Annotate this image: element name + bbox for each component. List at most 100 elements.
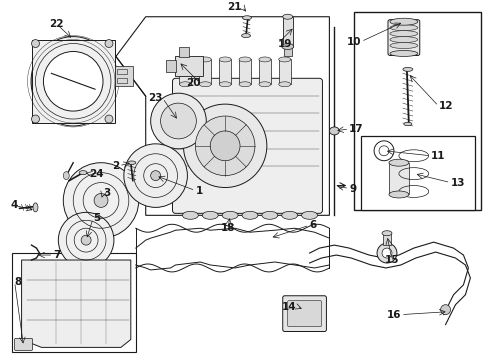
Text: 19: 19 <box>278 39 292 49</box>
Circle shape <box>150 171 161 181</box>
Circle shape <box>44 51 103 111</box>
Circle shape <box>105 40 113 48</box>
Circle shape <box>441 305 450 315</box>
Ellipse shape <box>202 211 218 219</box>
Polygon shape <box>116 17 329 215</box>
Ellipse shape <box>259 82 271 87</box>
Ellipse shape <box>279 57 291 62</box>
Ellipse shape <box>31 37 116 126</box>
Text: 1: 1 <box>196 185 202 195</box>
Circle shape <box>150 93 206 149</box>
Bar <box>239 59 251 84</box>
Text: 18: 18 <box>221 223 235 233</box>
Bar <box>259 59 271 84</box>
Ellipse shape <box>199 57 211 62</box>
Ellipse shape <box>283 14 293 19</box>
Ellipse shape <box>282 44 294 50</box>
Text: 13: 13 <box>450 177 465 188</box>
Text: 10: 10 <box>346 37 361 46</box>
Circle shape <box>374 141 394 161</box>
Text: 11: 11 <box>431 151 445 161</box>
Bar <box>361 136 475 210</box>
Ellipse shape <box>390 50 418 57</box>
Text: 16: 16 <box>387 310 401 320</box>
Text: 8: 8 <box>15 277 22 287</box>
Text: 20: 20 <box>186 78 200 88</box>
Ellipse shape <box>222 211 238 219</box>
Text: 6: 6 <box>310 220 317 230</box>
Ellipse shape <box>390 31 418 37</box>
Text: 14: 14 <box>282 302 296 312</box>
Ellipse shape <box>179 82 192 87</box>
Circle shape <box>58 212 114 268</box>
Ellipse shape <box>389 159 409 166</box>
Circle shape <box>81 235 91 245</box>
Circle shape <box>31 115 40 123</box>
Bar <box>12 253 136 352</box>
FancyBboxPatch shape <box>31 40 115 123</box>
Bar <box>219 59 231 84</box>
Text: 22: 22 <box>49 19 64 29</box>
Circle shape <box>377 243 397 263</box>
Ellipse shape <box>239 57 251 62</box>
Bar <box>115 66 133 86</box>
Ellipse shape <box>279 82 291 87</box>
Ellipse shape <box>243 16 251 20</box>
Ellipse shape <box>179 57 192 62</box>
Circle shape <box>63 163 139 238</box>
Ellipse shape <box>242 33 250 37</box>
Text: 5: 5 <box>93 213 100 223</box>
Ellipse shape <box>329 127 340 135</box>
Circle shape <box>94 193 108 207</box>
Text: 4: 4 <box>11 201 18 210</box>
Ellipse shape <box>302 211 318 219</box>
Ellipse shape <box>390 18 418 25</box>
Text: 12: 12 <box>439 101 453 111</box>
Bar <box>179 46 190 58</box>
Circle shape <box>124 144 187 207</box>
Ellipse shape <box>199 82 211 87</box>
Bar <box>283 17 293 46</box>
Ellipse shape <box>403 67 413 71</box>
Ellipse shape <box>242 211 258 219</box>
Ellipse shape <box>128 161 136 165</box>
Ellipse shape <box>390 42 418 49</box>
Ellipse shape <box>404 122 412 126</box>
Text: 21: 21 <box>227 2 242 12</box>
Circle shape <box>379 146 389 156</box>
FancyBboxPatch shape <box>172 78 322 213</box>
Ellipse shape <box>219 57 231 62</box>
Bar <box>117 69 127 74</box>
Ellipse shape <box>239 82 251 87</box>
Ellipse shape <box>33 203 38 212</box>
Bar <box>383 233 391 245</box>
Ellipse shape <box>390 25 418 31</box>
Bar <box>175 57 203 76</box>
FancyBboxPatch shape <box>388 20 420 55</box>
Text: 9: 9 <box>349 184 356 194</box>
FancyBboxPatch shape <box>15 338 32 350</box>
Text: 7: 7 <box>53 250 61 260</box>
Text: 17: 17 <box>349 124 364 134</box>
Bar <box>166 60 176 72</box>
Ellipse shape <box>382 231 392 236</box>
Ellipse shape <box>182 211 198 219</box>
Bar <box>279 59 291 84</box>
Ellipse shape <box>219 82 231 87</box>
FancyBboxPatch shape <box>283 296 326 332</box>
Ellipse shape <box>79 171 87 175</box>
Bar <box>179 59 192 84</box>
Bar <box>389 163 409 194</box>
Ellipse shape <box>259 57 271 62</box>
Text: 23: 23 <box>148 93 163 103</box>
Text: 24: 24 <box>89 168 104 179</box>
Circle shape <box>105 115 113 123</box>
Circle shape <box>196 116 255 176</box>
Circle shape <box>161 103 196 139</box>
Polygon shape <box>22 260 131 347</box>
Bar <box>354 12 481 210</box>
Circle shape <box>382 248 392 258</box>
Circle shape <box>31 40 40 48</box>
Ellipse shape <box>262 211 278 219</box>
Circle shape <box>210 131 240 161</box>
